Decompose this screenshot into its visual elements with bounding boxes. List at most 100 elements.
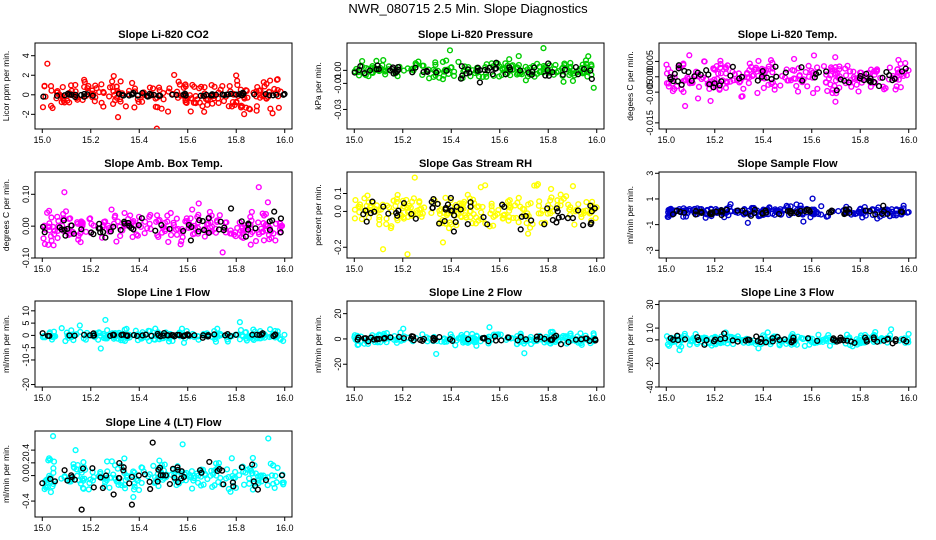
panel-title: Slope Line 4 (LT) Flow	[106, 417, 222, 429]
data-point	[434, 200, 441, 208]
data-point	[715, 70, 722, 77]
x-tick-label: 15.0	[34, 135, 52, 145]
data-point	[118, 482, 125, 489]
x-tick-label: 15.8	[227, 264, 245, 274]
scatter-points	[351, 324, 599, 358]
data-point	[48, 214, 55, 221]
scatter-points	[39, 60, 288, 129]
data-point	[90, 484, 97, 491]
x-tick-label: 15.6	[179, 264, 197, 274]
data-point	[205, 333, 212, 340]
data-point	[212, 91, 220, 98]
data-point	[209, 483, 216, 491]
data-point	[766, 204, 773, 211]
data-point	[711, 66, 719, 73]
data-point	[891, 75, 898, 82]
plot-frame	[34, 171, 293, 259]
data-point	[250, 478, 257, 485]
y-tick-label: 2	[21, 73, 31, 78]
data-point	[264, 199, 271, 206]
data-point	[232, 468, 239, 476]
data-point	[889, 340, 896, 347]
data-point	[505, 217, 512, 224]
data-point	[829, 89, 836, 97]
data-point	[479, 73, 486, 81]
data-point	[279, 479, 286, 486]
data-point	[78, 506, 85, 513]
data-point	[776, 340, 783, 347]
x-tick-label: 15.4	[442, 264, 460, 274]
data-point	[516, 70, 524, 77]
data-point	[755, 345, 762, 352]
data-point	[120, 464, 127, 471]
data-point	[162, 472, 169, 479]
data-point	[180, 339, 188, 346]
data-point	[376, 213, 383, 221]
data-point	[569, 183, 577, 190]
data-point	[665, 206, 672, 214]
data-point	[139, 89, 146, 96]
data-point	[134, 477, 141, 484]
data-point	[483, 61, 490, 68]
data-point	[410, 195, 417, 202]
data-point	[754, 77, 761, 84]
data-point	[794, 88, 802, 95]
data-point	[769, 338, 776, 345]
data-point	[155, 84, 163, 91]
data-point	[260, 472, 267, 479]
data-point	[156, 216, 163, 224]
data-point	[857, 69, 864, 76]
data-point	[264, 482, 271, 489]
data-point	[197, 92, 204, 99]
y-tick-label: 0.000	[645, 66, 655, 89]
data-point	[789, 337, 796, 344]
data-point	[174, 331, 181, 338]
data-point	[81, 78, 88, 86]
data-point	[240, 481, 248, 488]
data-point	[81, 90, 88, 98]
panel-title: Slope Line 1 Flow	[117, 287, 210, 299]
data-point	[787, 210, 794, 217]
data-point	[410, 333, 417, 340]
chart-panel-3: Slope Li-820 Temp. 15.0 15.2 15.4 15.6 15.8 16…	[625, 29, 917, 145]
data-point	[148, 332, 155, 339]
data-point	[84, 85, 91, 92]
data-point	[239, 230, 246, 237]
data-point	[155, 332, 162, 339]
data-point	[149, 439, 156, 446]
data-point	[804, 83, 811, 90]
data-point	[131, 104, 138, 111]
data-point	[432, 61, 439, 68]
data-point	[502, 71, 509, 78]
data-point	[498, 71, 505, 79]
data-point	[588, 75, 595, 83]
data-point	[102, 472, 110, 479]
panel-title: Slope Line 2 Flow	[429, 287, 522, 299]
data-point	[531, 64, 538, 71]
data-point	[842, 72, 850, 79]
data-point	[701, 58, 708, 65]
data-point	[165, 238, 172, 246]
data-point	[707, 209, 714, 216]
data-point	[805, 73, 813, 80]
y-tick-label: 30	[645, 300, 655, 310]
data-point	[900, 336, 907, 343]
data-point	[583, 60, 590, 67]
data-point	[541, 335, 548, 342]
y-tick-label: 0.10	[21, 186, 31, 204]
data-point	[489, 71, 496, 78]
data-point	[167, 209, 174, 217]
data-point	[188, 485, 196, 492]
data-point	[129, 79, 136, 87]
data-point	[745, 80, 752, 87]
data-point	[229, 479, 237, 486]
data-point	[49, 433, 57, 440]
data-point	[271, 85, 278, 93]
data-point	[421, 204, 428, 211]
data-point	[444, 201, 452, 208]
data-point	[103, 458, 111, 465]
data-point	[533, 336, 540, 343]
data-point	[187, 108, 194, 115]
data-point	[221, 224, 228, 231]
